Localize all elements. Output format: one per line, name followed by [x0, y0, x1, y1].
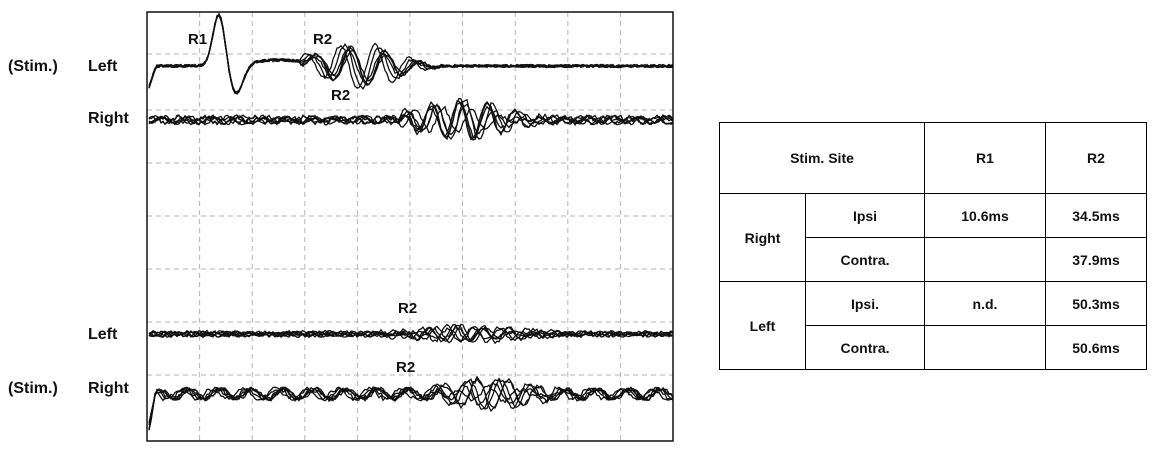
header-r2: R2	[1045, 121, 1147, 195]
peak-label-r2-top: R2	[313, 31, 332, 48]
trace-left-stim-top	[148, 15, 674, 95]
r2-cell: 50.3ms	[1045, 281, 1147, 327]
r2-cell: 37.9ms	[1045, 237, 1147, 283]
peak-label-r1-top: R1	[188, 31, 207, 48]
r1-cell	[924, 325, 1046, 370]
row-label-left-bottom: Left	[88, 326, 118, 343]
peak-label-r2-third: R2	[398, 300, 417, 317]
trace-right-stim-bottom	[148, 377, 674, 431]
plot-frame	[146, 11, 674, 442]
header-r1: R1	[924, 121, 1046, 195]
trace-panel: (Stim.) Left Right Left (Stim.) Right R1…	[8, 11, 674, 442]
latency-table: Stim. Site R1 R2 Right Ipsi 10.6ms 34.5m…	[719, 121, 1147, 370]
table-row: Right Ipsi 10.6ms 34.5ms	[719, 193, 1147, 283]
row-label-right-bottom: Right	[88, 380, 129, 397]
table-row: Contra. 37.9ms	[720, 237, 1147, 283]
site-right: Right	[719, 193, 806, 283]
table-row: Contra. 50.6ms	[720, 325, 1147, 370]
header-stim-site: Stim. Site	[719, 121, 925, 195]
r1-cell	[924, 237, 1046, 283]
site-left: Left	[719, 281, 806, 370]
trace-left-bottom	[148, 323, 674, 344]
r2-cell: 50.6ms	[1045, 325, 1147, 370]
side-cell: Contra.	[805, 237, 925, 283]
peak-label-r2-bottom: R2	[396, 359, 415, 376]
trace-right-top	[148, 98, 674, 141]
trace-right-stim-bottom	[148, 375, 674, 430]
grid-lines	[147, 12, 673, 441]
stim-marker-bottom: (Stim.)	[8, 380, 58, 397]
side-cell: Contra.	[805, 325, 925, 370]
r2-cell: 34.5ms	[1045, 193, 1147, 239]
emg-trace-plot: R1 R2 R2 R2 R2	[146, 11, 674, 442]
trace-right-stim-bottom	[148, 379, 674, 423]
stim-marker-top: (Stim.)	[8, 58, 58, 75]
peak-label-r2-second: R2	[331, 87, 350, 104]
trace-right-stim-bottom	[148, 377, 674, 426]
trace-right-top	[148, 100, 674, 141]
side-cell: Ipsi.	[805, 281, 925, 327]
trace-lines	[148, 12, 674, 431]
table-row: Left Ipsi. n.d. 50.3ms	[719, 281, 1147, 370]
r1-cell: 10.6ms	[924, 193, 1046, 239]
r1-cell: n.d.	[924, 281, 1046, 327]
side-cell: Ipsi	[805, 193, 925, 239]
row-label-left-top: Left	[88, 58, 118, 75]
table-header-row: Stim. Site R1 R2	[719, 121, 1147, 195]
row-label-right-top: Right	[88, 110, 129, 127]
